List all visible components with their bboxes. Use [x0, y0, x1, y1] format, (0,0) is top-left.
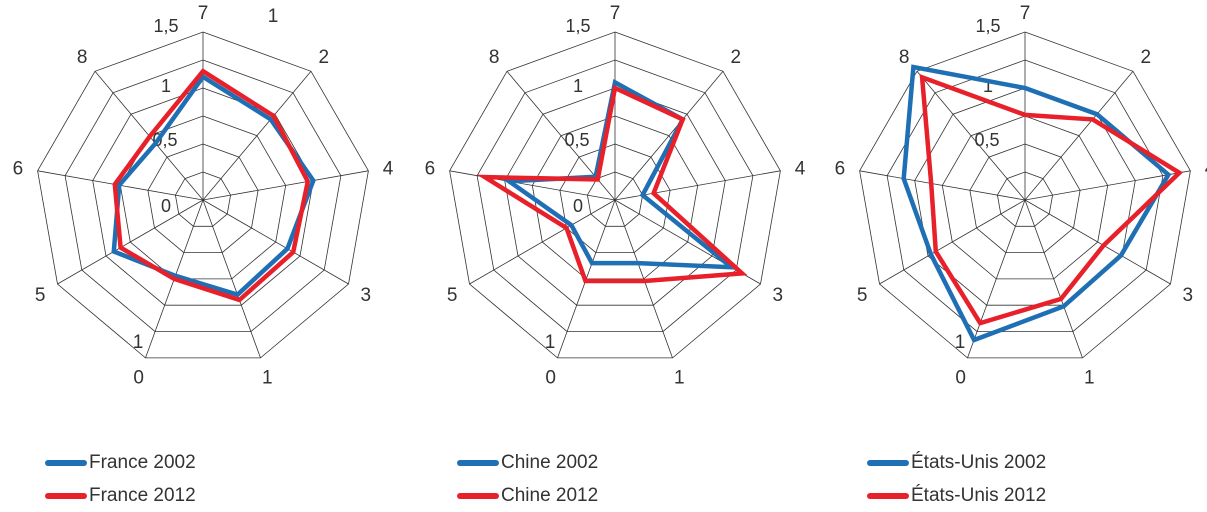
axis-label-1: 1 [1084, 368, 1095, 389]
scale-label: 1 [161, 76, 171, 96]
legend-label-chine-2012: Chine 2012 [501, 485, 598, 507]
axis-label-5: 5 [857, 285, 868, 306]
scale-label: 1,5 [975, 16, 1000, 36]
axis-label-7: 7 [610, 3, 621, 24]
series-line-chine-2002 [509, 82, 731, 267]
axis-label-5: 5 [447, 285, 458, 306]
axis-label-6: 6 [13, 158, 24, 179]
axis-spoke-3 [203, 200, 349, 284]
axis-label-3: 3 [361, 285, 372, 306]
axis-label-6: 6 [425, 158, 436, 179]
legend-swatch-france-2002 [45, 460, 87, 466]
legend-france: France 2002 France 2012 [45, 446, 196, 512]
axis-label-7: 7 [198, 3, 209, 24]
scale-label: 0 [573, 196, 583, 216]
legend-swatch-etats-unis-2012 [867, 493, 909, 499]
scale-label: 1,5 [565, 16, 590, 36]
axis-spoke-6 [860, 171, 1025, 200]
axis-spoke-5 [880, 200, 1026, 284]
axis-label-1: 1 [262, 368, 273, 389]
legend-swatch-chine-2012 [457, 493, 499, 499]
legend-label-etats-unis-2002: États-Unis 2002 [911, 452, 1046, 474]
axis-label-0: 0 [545, 368, 556, 389]
scale-label: 0 [161, 196, 171, 216]
axis-label-6: 6 [835, 158, 846, 179]
legend-item-etats-unis-2002: États-Unis 2002 [867, 446, 1046, 479]
axis-spoke-2 [203, 71, 311, 200]
inner-axis-label: 1 [268, 6, 279, 27]
axis-label-5: 5 [35, 285, 46, 306]
legend-chine: Chine 2002 Chine 2012 [457, 446, 598, 512]
scale-label: 0,5 [974, 130, 999, 150]
legend-swatch-france-2012 [45, 493, 87, 499]
series-line--tats-unis-2012 [922, 77, 1179, 323]
legend-label-etats-unis-2012: États-Unis 2012 [911, 485, 1046, 507]
legend-item-etats-unis-2012: États-Unis 2012 [867, 479, 1046, 512]
legend-item-france-2002: France 2002 [45, 446, 196, 479]
axis-label-2: 2 [731, 47, 742, 68]
inner-axis-label: 1 [545, 332, 556, 353]
axis-label-3: 3 [773, 285, 784, 306]
axis-label-0: 0 [955, 368, 966, 389]
legend-label-france-2002: France 2002 [89, 452, 196, 474]
scale-label: 0,5 [564, 130, 589, 150]
radar-chart-chine: 7 2 4 3 1 0 5 6 8 1,5 1 0,5 0 1 [425, 3, 806, 389]
legend-swatch-etats-unis-2002 [867, 460, 909, 466]
axis-label-8: 8 [899, 47, 910, 68]
scale-label: 1 [573, 76, 583, 96]
legend-item-chine-2012: Chine 2012 [457, 479, 598, 512]
axis-label-7: 7 [1020, 3, 1031, 24]
axis-label-4: 4 [383, 158, 394, 179]
scale-label: 1,5 [153, 16, 178, 36]
legend-label-chine-2002: Chine 2002 [501, 452, 598, 474]
axis-spoke-4 [203, 171, 368, 200]
axis-spoke-5 [58, 200, 204, 284]
axis-label-0: 0 [133, 368, 144, 389]
legend-item-france-2012: France 2012 [45, 479, 196, 512]
legend-item-chine-2002: Chine 2002 [457, 446, 598, 479]
axis-label-3: 3 [1183, 285, 1194, 306]
axis-label-4: 4 [795, 158, 806, 179]
axis-label-8: 8 [77, 47, 88, 68]
legend-etats-unis: États-Unis 2002 États-Unis 2012 [867, 446, 1046, 512]
axis-label-8: 8 [489, 47, 500, 68]
series-line--tats-unis-2002 [904, 67, 1169, 340]
legend-swatch-chine-2002 [457, 460, 499, 466]
axis-label-1: 1 [674, 368, 685, 389]
legend-label-france-2012: France 2012 [89, 485, 196, 507]
inner-axis-label: 1 [133, 332, 144, 353]
axis-label-2: 2 [1141, 47, 1152, 68]
axis-label-2: 2 [319, 47, 330, 68]
inner-axis-label: 1 [955, 332, 966, 353]
